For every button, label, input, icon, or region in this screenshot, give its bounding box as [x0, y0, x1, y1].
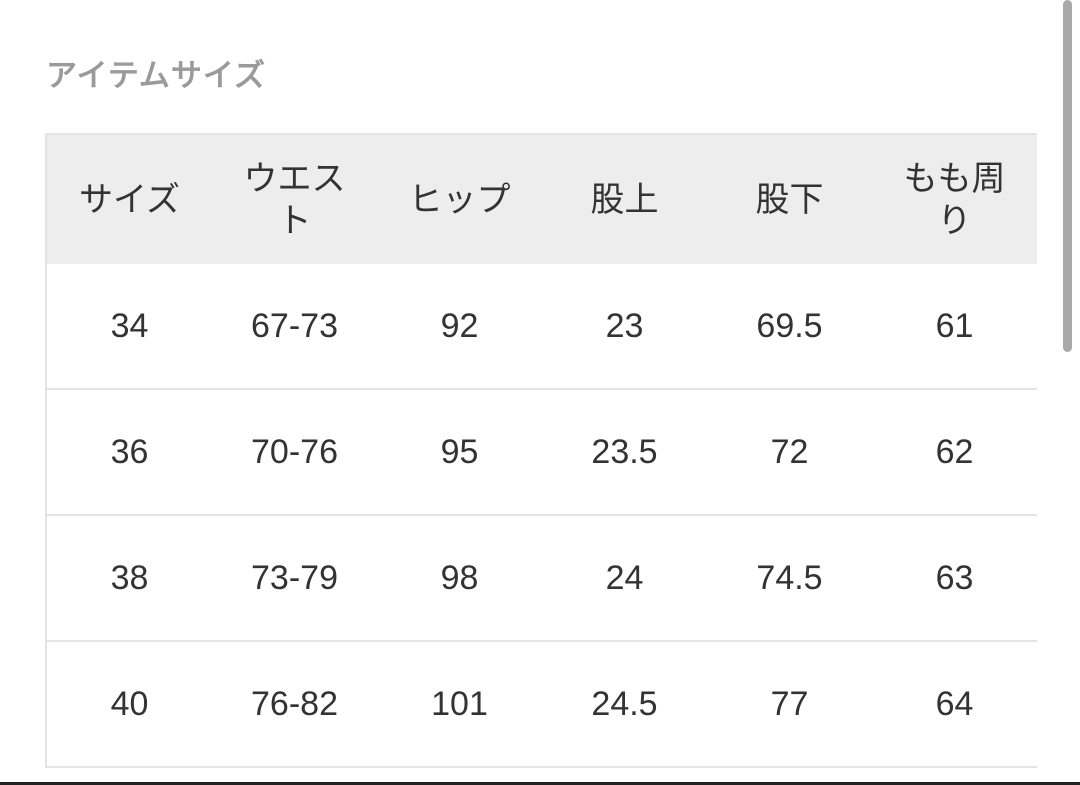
cell-size: 36: [110, 433, 149, 471]
cell-waist: 73-79: [251, 559, 338, 597]
table-header-row: サイズ ウエスト ヒップ 股上 股下 もも周り: [47, 135, 1037, 264]
cell-thigh: 64: [935, 685, 974, 723]
cell-thigh: 61: [935, 307, 974, 345]
cell-waist: 67-73: [251, 307, 338, 345]
cell-thigh: 63: [935, 559, 974, 597]
table-row: 40 76-82 101 24.5 77 64: [47, 642, 1037, 768]
cell-waist: 76-82: [251, 685, 338, 723]
cell-hip: 95: [440, 433, 479, 471]
vertical-scrollbar[interactable]: [1063, 0, 1072, 352]
header-waist: ウエスト: [243, 159, 346, 240]
cell-waist: 70-76: [251, 433, 338, 471]
cell-size: 34: [110, 307, 149, 345]
cell-hip: 92: [440, 307, 479, 345]
cell-thigh: 62: [935, 433, 974, 471]
cell-hip: 98: [440, 559, 479, 597]
header-hip: ヒップ: [408, 180, 511, 219]
cell-rise: 23: [605, 307, 644, 345]
table-row: 38 73-79 98 24 74.5 63: [47, 516, 1037, 642]
table-row: 36 70-76 95 23.5 72 62: [47, 390, 1037, 516]
cell-size: 40: [110, 685, 149, 723]
size-table: サイズ ウエスト ヒップ 股上 股下 もも周り 34 67-73 92 23 6…: [45, 133, 1037, 768]
cell-inseam: 72: [770, 433, 809, 471]
table-row: 34 67-73 92 23 69.5 61: [47, 264, 1037, 390]
header-inseam: 股下: [755, 180, 824, 219]
cell-inseam: 74.5: [756, 559, 823, 597]
header-rise: 股上: [590, 180, 659, 219]
cell-inseam: 69.5: [756, 307, 823, 345]
section-title: アイテムサイズ: [46, 58, 266, 93]
cell-rise: 24: [605, 559, 644, 597]
cell-size: 38: [110, 559, 149, 597]
header-size: サイズ: [79, 180, 180, 219]
cell-rise: 24.5: [591, 685, 658, 723]
cell-inseam: 77: [770, 685, 809, 723]
cell-rise: 23.5: [591, 433, 658, 471]
cell-hip: 101: [431, 685, 488, 723]
bottom-divider: [0, 782, 1080, 785]
header-thigh: もも周り: [903, 159, 1006, 240]
